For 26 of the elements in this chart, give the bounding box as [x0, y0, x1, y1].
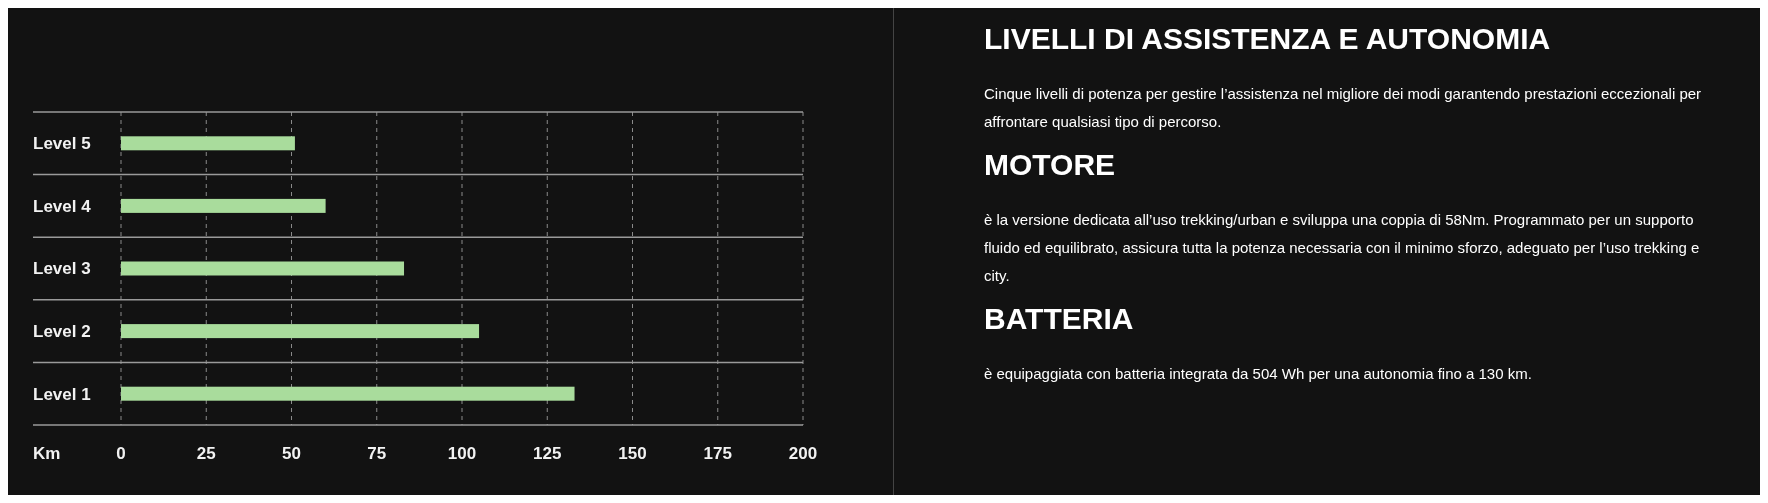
bar [121, 261, 405, 276]
y-tick-label: Level 1 [33, 384, 91, 404]
x-axis-title: Km [33, 444, 61, 463]
text: LIVELLI DI ASSISTENZA E AUTONOMIA [984, 22, 1552, 56]
x-tick-label: 175 [703, 444, 732, 463]
x-tick-label: 0 [116, 444, 126, 463]
x-tick-label: 125 [533, 444, 562, 463]
bar [121, 198, 326, 213]
text: è equipaggiata con batteria integrata da 504 Wh per una autonomia fino a 130 km. [984, 364, 1533, 384]
x-tick-label: 200 [788, 444, 818, 463]
y-tick-label: Level 5 [33, 134, 91, 154]
text: è la versione dedicata all’uso trekking/urban e sviluppa una coppia di 58Nm. Programmato per un supporto fluido ed equilibrato, assicura tutta la potenza necessaria con il minimo sforzo, adeguato per l’uso trekking e city. [984, 210, 1701, 286]
x-tick-label: 50 [282, 444, 301, 463]
bar [121, 324, 480, 339]
text: BATTERIA [984, 302, 1135, 336]
x-tick-label: 25 [196, 444, 216, 463]
y-tick-label: Level 3 [33, 259, 91, 279]
x-tick-label: 150 [618, 444, 647, 463]
x-tick-label: 75 [367, 444, 387, 463]
text: MOTORE [984, 148, 1117, 182]
text: Cinque livelli di potenza per gestire l’assistenza nel migliore dei modi garantendo prestazioni eccezionali per affrontare qualsiasi tipo di percorso. [984, 84, 1703, 132]
x-tick-label: 100 [447, 444, 477, 463]
bar [121, 386, 575, 401]
y-tick-label: Level 4 [33, 196, 92, 216]
bar [121, 136, 295, 151]
y-tick-label: Level 2 [33, 322, 91, 342]
